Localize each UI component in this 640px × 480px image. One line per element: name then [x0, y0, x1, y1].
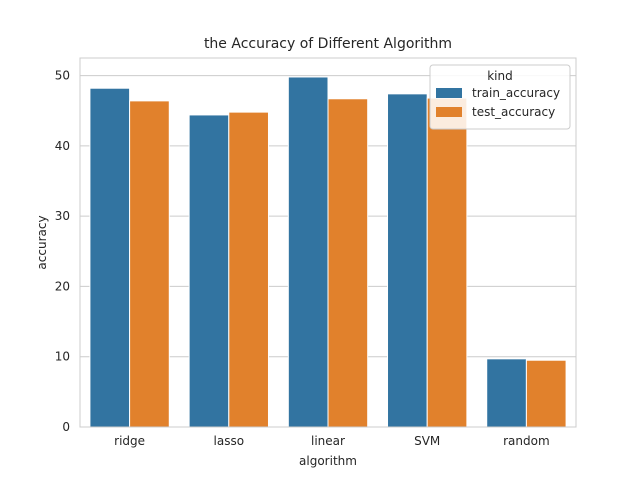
legend: kind train_accuracy test_accuracy [429, 64, 571, 130]
legend-swatch-test_accuracy [436, 107, 462, 117]
x-tick-label: random [503, 434, 550, 448]
legend-label: test_accuracy [472, 105, 555, 119]
y-tick-label: 30 [55, 209, 70, 223]
x-tick-labels: ridge lasso linear SVM random [114, 434, 550, 448]
legend-label: train_accuracy [472, 86, 560, 100]
bar-train_accuracy-random [486, 358, 527, 428]
x-tick-label: ridge [114, 434, 145, 448]
legend-box [429, 64, 571, 130]
x-tick-label: lasso [214, 434, 245, 448]
bar-test_accuracy-linear [327, 98, 369, 428]
y-tick-label: 40 [55, 139, 70, 153]
x-tick-label: linear [311, 434, 345, 448]
bar-test_accuracy-lasso [228, 111, 269, 428]
legend-title: kind [487, 69, 513, 83]
bar-test_accuracy-random [525, 359, 567, 428]
y-tick-label: 20 [55, 279, 70, 293]
plot-frame [79, 57, 577, 428]
bar-test_accuracy-ridge [129, 100, 170, 428]
bar-test_accuracy-SVM [426, 97, 468, 428]
y-tick-label: 10 [55, 350, 70, 364]
y-tick-labels: 0 10 20 30 40 50 [55, 69, 70, 434]
x-axis-label: algorithm [299, 454, 357, 468]
legend-swatch-train_accuracy [436, 88, 462, 98]
bar-train_accuracy-SVM [387, 93, 428, 428]
y-tick-label: 0 [62, 420, 70, 434]
x-tick-label: SVM [414, 434, 440, 448]
bars [89, 76, 567, 428]
bar-train_accuracy-lasso [188, 114, 230, 428]
y-axis-label: accuracy [35, 215, 49, 269]
chart-title: the Accuracy of Different Algorithm [204, 36, 452, 52]
bar-train_accuracy-ridge [89, 87, 131, 428]
bar-train_accuracy-linear [287, 76, 329, 428]
y-tick-label: 50 [55, 69, 70, 83]
